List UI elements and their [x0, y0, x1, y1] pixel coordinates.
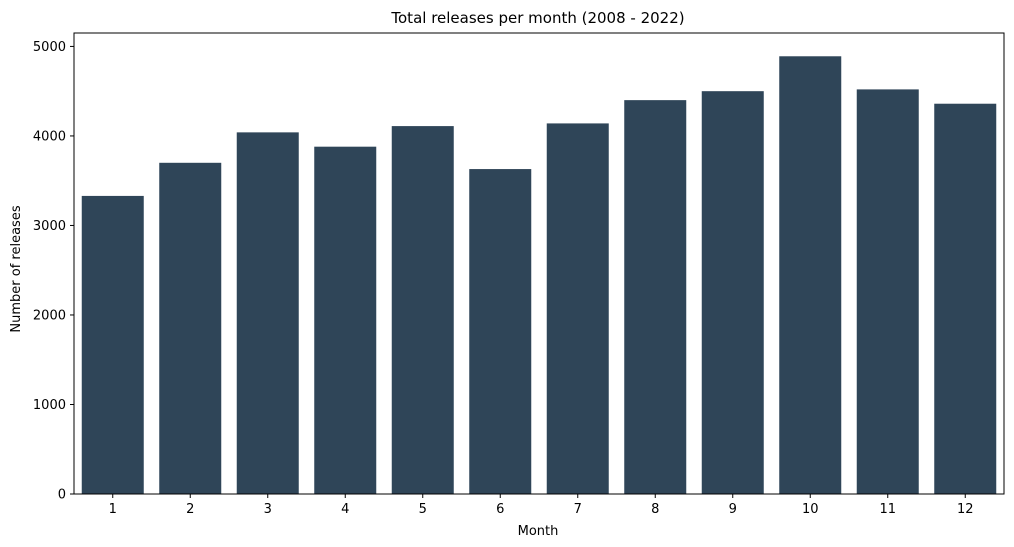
bar-month-6: [469, 169, 532, 494]
x-tick-label: 1: [109, 502, 117, 517]
bar-month-11: [856, 89, 919, 495]
x-tick-label: 12: [957, 502, 974, 517]
plot-frame: [73, 32, 1005, 495]
y-tick-label: 0: [58, 488, 66, 503]
bar-month-1: [81, 195, 144, 494]
x-tick-label: 8: [651, 502, 659, 517]
x-tick-label: 2: [186, 502, 194, 517]
y-axis: 0 1000 2000 3000 4000 5000: [33, 40, 74, 503]
y-tick-label: 2000: [33, 308, 66, 323]
x-tick-label: 7: [574, 502, 582, 517]
x-tick-label: 10: [802, 502, 819, 517]
y-tick-label: 5000: [33, 40, 66, 55]
x-axis: 1 2 3 4 5 6 7 8 9 10 11 12: [109, 494, 974, 517]
y-axis-label: Number of releases: [9, 205, 24, 332]
x-tick-label: 4: [341, 502, 349, 517]
x-axis-label: Month: [518, 524, 559, 539]
bar-month-5: [391, 126, 454, 494]
bar-month-2: [159, 162, 222, 494]
x-tick-label: 11: [879, 502, 896, 517]
bar-month-8: [624, 100, 687, 494]
y-tick-label: 1000: [33, 398, 66, 413]
bar-month-4: [314, 146, 377, 494]
x-tick-label: 6: [496, 502, 504, 517]
bar-month-7: [546, 123, 609, 495]
bars-group: [81, 56, 997, 495]
chart-title: Total releases per month (2008 - 2022): [390, 9, 684, 27]
x-tick-label: 5: [419, 502, 427, 517]
bar-month-3: [236, 132, 299, 495]
bar-month-10: [779, 56, 842, 495]
bar-month-12: [934, 103, 997, 495]
x-tick-label: 9: [729, 502, 737, 517]
bar-month-9: [701, 91, 764, 495]
x-tick-label: 3: [264, 502, 272, 517]
y-tick-label: 3000: [33, 219, 66, 234]
y-tick-label: 4000: [33, 129, 66, 144]
